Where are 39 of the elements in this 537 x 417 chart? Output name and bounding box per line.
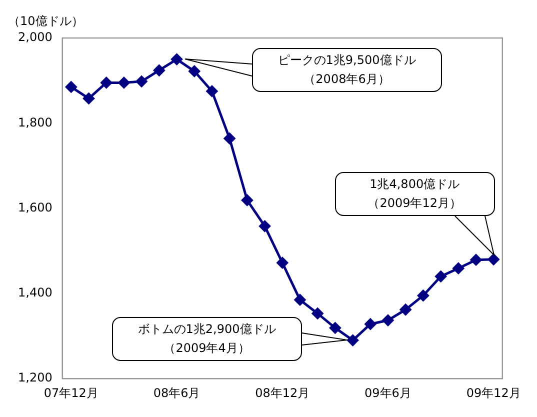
point <box>188 65 200 78</box>
point <box>118 76 130 89</box>
annotation: ボトムの1兆2,900億ドル（2009年4月） <box>136 321 277 358</box>
point <box>100 76 112 89</box>
y-tick-label: 1,200 <box>18 370 52 385</box>
y-tick-label: 1,400 <box>18 286 52 300</box>
x-tick-label: 09年12月 <box>466 386 521 400</box>
point <box>470 254 482 266</box>
point <box>241 194 254 206</box>
y-axis-title: （10億ドル） <box>8 14 84 28</box>
point <box>276 256 288 269</box>
point <box>400 304 412 316</box>
point <box>294 294 306 306</box>
x-tick-label: 09年6月 <box>364 386 412 400</box>
point <box>170 53 183 66</box>
point <box>452 262 464 274</box>
point <box>329 322 342 334</box>
y-tick-label: 1,800 <box>18 115 52 130</box>
x-tick-label: 08年6月 <box>153 386 200 400</box>
annotation: ピークの1兆9,500億ドル（2008年6月） <box>276 52 417 88</box>
y-tick-label: 1,600 <box>18 200 52 214</box>
point <box>65 80 78 93</box>
point <box>382 314 394 326</box>
point <box>488 253 500 266</box>
point <box>346 334 359 346</box>
point <box>417 290 430 302</box>
point <box>364 318 376 330</box>
point <box>136 75 148 88</box>
point <box>224 132 236 144</box>
point <box>434 270 447 282</box>
point <box>206 85 218 98</box>
annotation: 1兆4,800億ドル（2009年12月） <box>368 176 462 212</box>
point <box>258 220 271 232</box>
point <box>312 307 324 320</box>
y-tick-label: 2,000 <box>18 30 52 44</box>
x-tick-label: 08年12月 <box>255 386 310 400</box>
point <box>82 92 95 104</box>
x-tick-label: 07年12月 <box>44 386 98 400</box>
point <box>153 64 166 76</box>
